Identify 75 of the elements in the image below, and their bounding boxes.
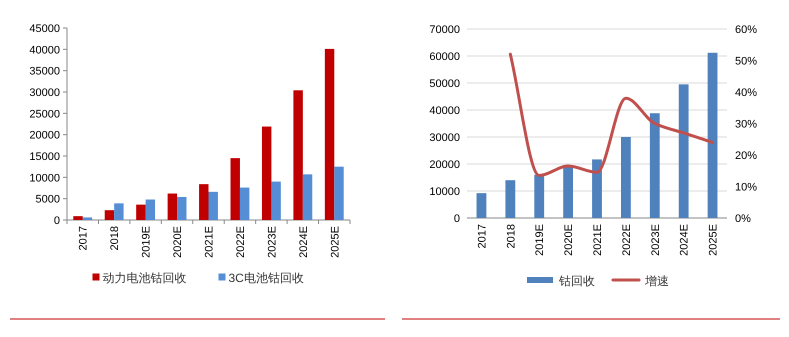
y-tick-label: 30000	[29, 87, 60, 99]
bar	[262, 126, 272, 220]
bar	[230, 158, 240, 220]
y2-tick-label: 40%	[735, 87, 758, 99]
bar	[240, 188, 250, 220]
bar	[146, 200, 156, 220]
y-tick-label: 25000	[29, 108, 60, 120]
x-tick-label: 2022E	[234, 226, 247, 258]
bar	[620, 137, 631, 218]
legend-label: 动力电池钴回收	[102, 271, 186, 285]
bar	[208, 192, 218, 220]
x-tick-label: 2025E	[708, 224, 720, 256]
bar	[168, 194, 178, 220]
y-tick-label: 35000	[29, 66, 60, 78]
bar	[177, 196, 186, 220]
x-tick-label: 2018	[505, 224, 518, 248]
bar	[82, 217, 92, 220]
x-tick-label: 2017	[476, 224, 488, 248]
x-tick-label: 2019E	[534, 224, 546, 256]
bar	[324, 48, 334, 220]
bar	[302, 174, 312, 220]
y-tick-label: 0	[54, 215, 60, 227]
x-tick-label: 2025E	[329, 226, 342, 258]
y2-tick-label: 50%	[735, 56, 758, 68]
bar	[104, 210, 114, 220]
y2-tick-label: 60%	[735, 24, 758, 36]
legend-label: 3C电池钴回收	[228, 271, 304, 285]
x-tick-label: 2024E	[298, 226, 310, 258]
y-tick-label: 45000	[29, 23, 60, 35]
y-tick-label: 40000	[29, 44, 60, 56]
bar	[293, 90, 303, 220]
x-tick-label: 2017	[78, 226, 90, 250]
bar	[505, 180, 516, 218]
y-tick-label: 60000	[429, 51, 460, 63]
legend-label: 钴回收	[558, 274, 595, 288]
y2-tick-label: 10%	[735, 182, 758, 194]
x-tick-label: 2018	[109, 226, 122, 250]
x-tick-label: 2022E	[620, 224, 633, 256]
bar	[73, 216, 83, 220]
y-tick-label: 5000	[36, 194, 60, 206]
bar	[476, 193, 486, 218]
y2-tick-label: 30%	[735, 118, 758, 130]
bar	[136, 204, 146, 220]
line-series	[508, 52, 714, 177]
x-tick-label: 2019E	[140, 226, 153, 258]
y-tick-label: 10000	[29, 172, 60, 184]
y-tick-label: 0	[454, 213, 460, 225]
bar	[271, 182, 281, 220]
bar	[114, 203, 124, 220]
x-tick-label: 2021E	[204, 226, 216, 258]
y2-tick-label: 0%	[735, 213, 752, 225]
y-tick-label: 20000	[429, 159, 460, 171]
x-tick-label: 2024E	[678, 224, 691, 256]
y-tick-label: 50000	[429, 78, 460, 90]
y-tick-label: 70000	[429, 24, 460, 36]
y-tick-label: 15000	[29, 151, 60, 163]
legend-label: 增速	[644, 274, 669, 288]
bar	[650, 113, 660, 218]
x-tick-label: 2023E	[266, 226, 278, 258]
x-tick-label: 2023E	[650, 224, 662, 256]
y-tick-label: 20000	[29, 130, 60, 142]
bar	[199, 184, 208, 220]
y-tick-label: 30000	[429, 132, 460, 144]
y-tick-label: 10000	[429, 186, 460, 198]
x-tick-label: 2020E	[172, 226, 184, 258]
bar	[563, 166, 574, 218]
y2-tick-label: 20%	[735, 150, 758, 162]
bar	[678, 84, 689, 218]
x-tick-label: 2021E	[592, 224, 604, 256]
bar	[708, 52, 718, 218]
bar	[592, 159, 602, 218]
bar	[334, 166, 344, 220]
bar	[534, 174, 544, 218]
x-tick-label: 2020E	[563, 224, 576, 256]
y-tick-label: 40000	[429, 105, 460, 117]
